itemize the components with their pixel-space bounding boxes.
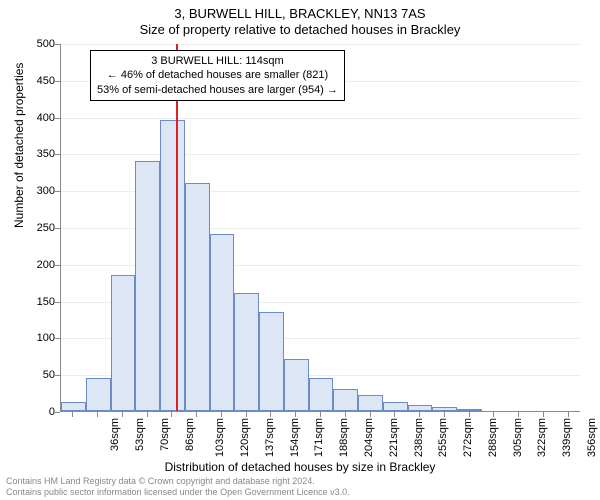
histogram-bar [111,275,136,411]
x-tick-label: 322sqm [536,418,548,457]
y-tick-label: 0 [15,406,55,418]
gridline [61,44,580,45]
x-tick-label: 288sqm [487,418,499,457]
histogram-bar [234,293,259,411]
y-tick-mark [55,412,60,413]
annotation-box: 3 BURWELL HILL: 114sqm ← 46% of detached… [90,50,345,101]
footer-attribution: Contains HM Land Registry data © Crown c… [6,476,350,498]
x-tick-mark [122,412,123,417]
x-tick-label: 103sqm [215,418,227,457]
histogram-bar [457,409,482,411]
x-tick-mark [171,412,172,417]
x-tick-mark [345,412,346,417]
x-tick-label: 356sqm [586,418,598,457]
x-tick-mark [394,412,395,417]
x-tick-mark [196,412,197,417]
y-tick-label: 350 [15,148,55,160]
x-tick-label: 188sqm [338,418,350,457]
y-tick-label: 500 [15,38,55,50]
x-tick-label: 221sqm [388,418,400,457]
x-tick-mark [543,412,544,417]
chart-container: 3, BURWELL HILL, BRACKLEY, NN13 7AS Size… [0,0,600,500]
histogram-bar [160,120,185,411]
x-tick-label: 137sqm [264,418,276,457]
y-tick-mark [55,302,60,303]
y-axis-label: Number of detached properties [12,63,26,228]
x-tick-label: 120sqm [239,418,251,457]
footer-line2: Contains public sector information licen… [6,487,350,498]
x-tick-label: 70sqm [159,418,171,451]
y-tick-label: 450 [15,75,55,87]
x-tick-mark [147,412,148,417]
x-tick-mark [444,412,445,417]
page-title: 3, BURWELL HILL, BRACKLEY, NN13 7AS [0,6,600,21]
y-tick-mark [55,81,60,82]
y-tick-label: 300 [15,185,55,197]
x-tick-label: 255sqm [437,418,449,457]
histogram-bar [259,312,284,411]
annotation-line1: 3 BURWELL HILL: 114sqm [97,54,338,68]
y-tick-mark [55,154,60,155]
gridline [61,118,580,119]
x-tick-mark [469,412,470,417]
x-tick-mark [295,412,296,417]
x-tick-mark [72,412,73,417]
y-tick-label: 400 [15,112,55,124]
x-tick-label: 53sqm [134,418,146,451]
gridline [61,154,580,155]
y-tick-label: 150 [15,296,55,308]
histogram-bar [309,378,334,411]
x-tick-label: 36sqm [109,418,121,451]
histogram-bar [333,389,358,411]
annotation-line3: 53% of semi-detached houses are larger (… [97,83,338,97]
y-tick-label: 100 [15,332,55,344]
y-tick-mark [55,228,60,229]
x-tick-mark [568,412,569,417]
histogram-bar [358,395,383,411]
x-tick-label: 238sqm [413,418,425,457]
footer-line1: Contains HM Land Registry data © Crown c… [6,476,350,487]
histogram-bar [185,183,210,411]
histogram-bar [61,402,86,411]
x-tick-mark [419,412,420,417]
x-axis-label: Distribution of detached houses by size … [0,460,600,474]
y-tick-label: 200 [15,259,55,271]
x-tick-label: 305sqm [512,418,524,457]
x-tick-label: 272sqm [462,418,474,457]
histogram-bar [284,359,309,411]
x-tick-label: 204sqm [363,418,375,457]
histogram-bar [86,378,111,411]
annotation-line2: ← 46% of detached houses are smaller (82… [97,68,338,82]
x-tick-mark [518,412,519,417]
x-tick-label: 339sqm [561,418,573,457]
y-tick-mark [55,191,60,192]
y-tick-label: 250 [15,222,55,234]
x-tick-mark [320,412,321,417]
y-tick-mark [55,265,60,266]
histogram-bar [210,234,235,411]
y-tick-mark [55,375,60,376]
histogram-bar [408,405,433,411]
x-tick-label: 86sqm [184,418,196,451]
x-tick-mark [221,412,222,417]
x-tick-mark [370,412,371,417]
y-tick-mark [55,44,60,45]
histogram-bar [383,402,408,411]
y-tick-label: 50 [15,369,55,381]
histogram-bar [135,161,160,411]
x-tick-mark [270,412,271,417]
x-tick-label: 154sqm [289,418,301,457]
x-tick-mark [97,412,98,417]
x-tick-mark [493,412,494,417]
x-tick-label: 171sqm [314,418,326,457]
histogram-bar [432,407,457,411]
x-tick-mark [246,412,247,417]
page-subtitle: Size of property relative to detached ho… [0,22,600,37]
y-tick-mark [55,118,60,119]
y-tick-mark [55,338,60,339]
